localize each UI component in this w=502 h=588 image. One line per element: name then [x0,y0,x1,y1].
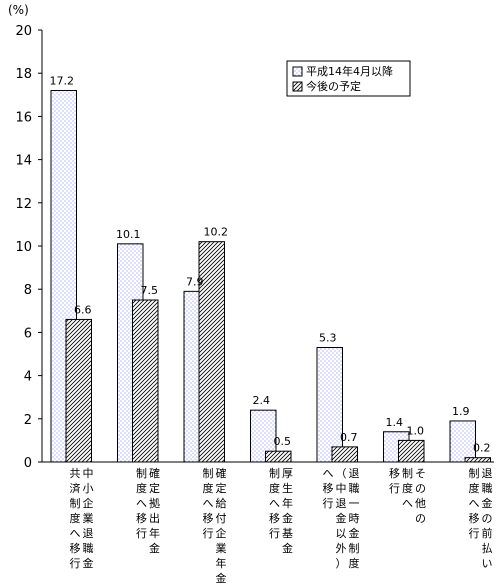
bar-series-2 [198,241,225,463]
bars [50,89,491,463]
category-label-line: 制度へ移行 [269,467,280,540]
y-tick-label: 2 [24,413,32,428]
data-label-series-2: 6.6 [74,303,92,316]
bar-series-1 [449,420,476,463]
y-axis-unit-label: (%) [8,3,29,17]
category-label-line: 共済制度へ移行 [70,467,81,570]
data-label-series-1: 17.2 [50,74,75,87]
legend-box [286,60,411,97]
data-label-series-1: 1.4 [386,416,404,429]
bar-series-2 [331,446,358,463]
bar-series-2 [464,457,491,463]
data-label-series-2: 0.7 [340,431,358,444]
y-tick-label: 16 [15,110,32,125]
category-label-line: その他の [415,467,426,525]
bar-series-2 [265,450,292,463]
category-label-line: へ移行 [323,467,334,510]
category-labels: 中小企業退職金共済制度へ移行確定拠出年金制度へ移行確定給付企業年金制度へ移行厚生… [70,466,493,585]
data-label-series-2: 7.5 [141,284,159,297]
category-label-line: 確定給付企業年金 [216,466,227,585]
legend: 平成14年4月以降 今後の予定 [286,60,411,97]
y-tick-label: 10 [15,240,32,255]
category-label-line: 退職金の前払い [482,467,493,570]
category-label-line: 移行 [389,467,400,495]
data-label-series-1: 1.9 [452,405,470,418]
legend-label-series-1: 平成14年4月以降 [306,64,393,78]
data-label-series-1: 10.1 [116,228,141,241]
category-label-line: 制度へ [402,467,413,510]
y-axis-ticks: 0 2 4 6 8 10 12 14 16 18 20 [15,24,42,471]
y-tick-label: 12 [15,197,32,212]
bar-series-2 [398,439,425,463]
category-label-line: 制度へ移行 [203,467,214,540]
y-tick-label: 14 [15,154,32,169]
y-tick-label: 20 [15,24,32,39]
bar-series-2 [65,318,92,463]
legend-swatch-series-1 [292,66,303,77]
category-label-line: 制度へ移行 [136,467,147,540]
bar-series-2 [132,299,159,463]
bar-series-1 [316,347,343,463]
category-label-line: 退職一時金制度 [349,467,360,570]
category-label: 退職一時金制度（中退金以外）へ移行 [323,467,360,570]
legend-swatch-series-2 [292,81,303,92]
y-tick-label: 8 [24,283,32,298]
data-label-series-2: 0.5 [274,435,292,448]
category-label-line: （中退金以外） [336,467,347,570]
y-tick-label: 0 [24,456,32,471]
data-label-series-2: 10.2 [204,226,229,239]
y-tick-label: 6 [24,326,32,341]
y-tick-label: 18 [15,67,32,82]
category-label-line: 制度へ移行 [469,467,480,540]
data-label-series-1: 5.3 [319,332,337,345]
category-label-line: 厚生年金基金 [282,467,293,555]
value-labels: 17.2 10.1 7.9 2.4 5.3 1.4 1.9 6.6 7.5 10.2 0.5 0.7 1… [50,74,491,454]
category-label-line: 中小企業退職金 [83,467,94,570]
data-label-series-2: 1.0 [407,424,425,437]
data-label-series-1: 2.4 [253,394,271,407]
data-label-series-2: 0.2 [473,442,491,455]
legend-label-series-2: 今後の予定 [306,79,361,93]
data-label-series-1: 7.9 [186,275,204,288]
category-label-line: 確定拠出年金 [149,466,160,555]
y-tick-label: 4 [24,370,32,385]
